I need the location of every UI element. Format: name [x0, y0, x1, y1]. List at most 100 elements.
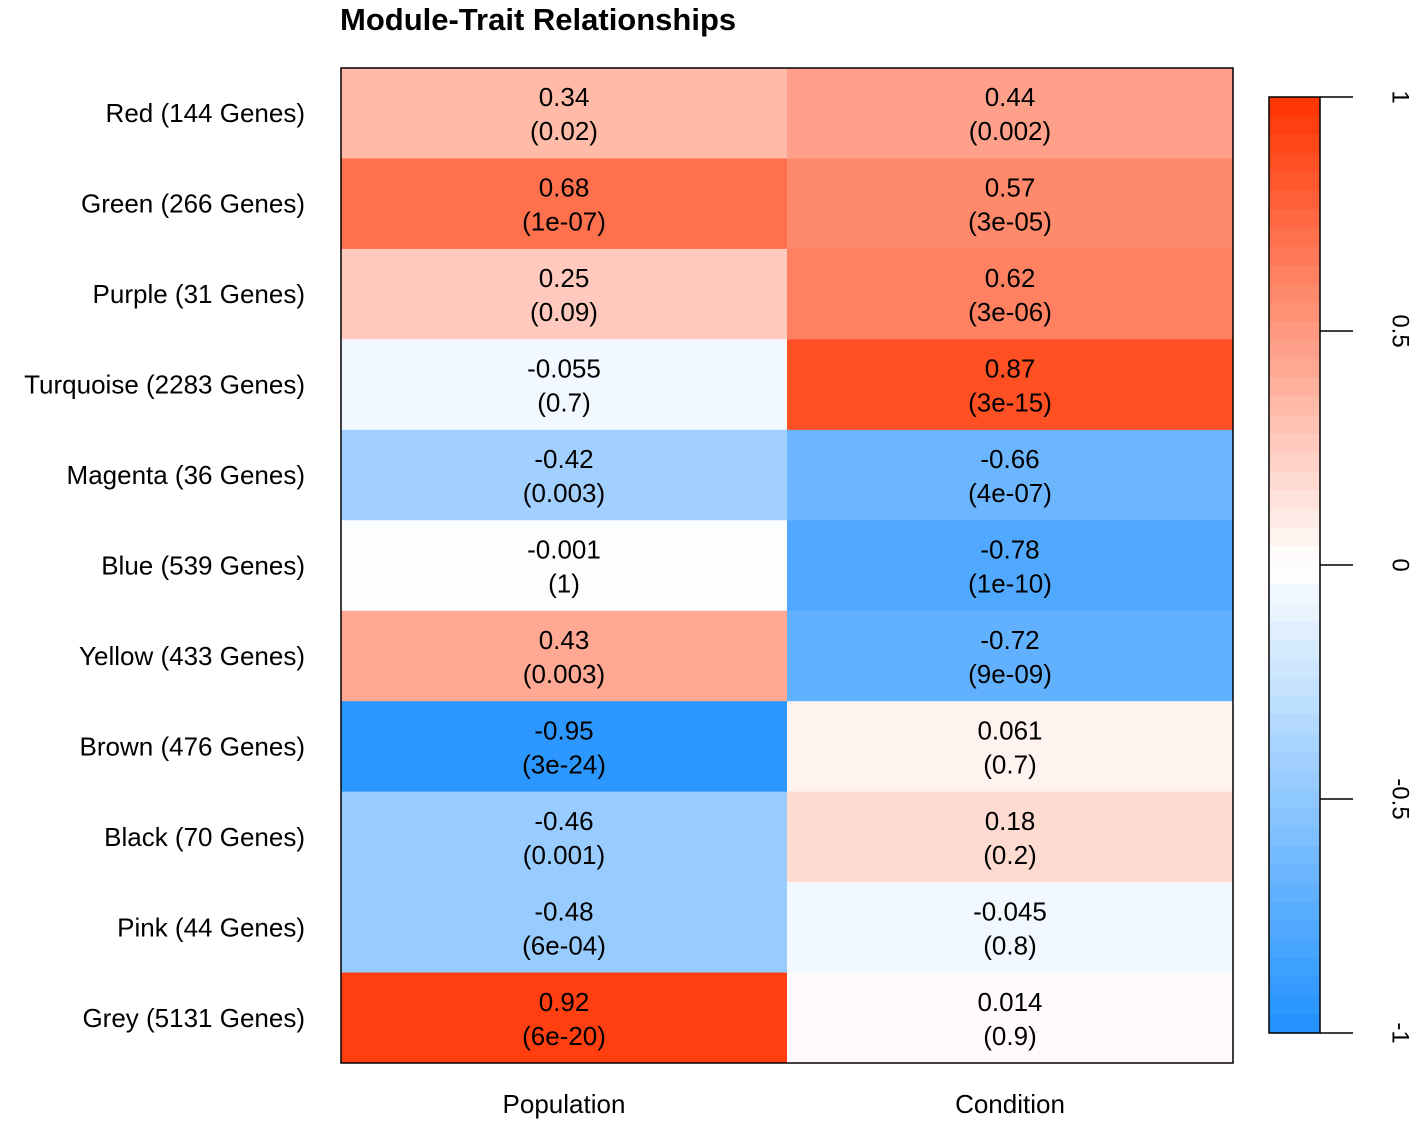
- colorbar-bin: [1269, 265, 1320, 285]
- row-label: Magenta (36 Genes): [67, 460, 305, 490]
- heatmap-cell: [787, 429, 1234, 521]
- colorbar-bin: [1269, 396, 1320, 416]
- heatmap-cell: [787, 791, 1234, 883]
- colorbar-bin: [1269, 602, 1320, 622]
- cell-correlation-label: 0.43: [539, 625, 590, 655]
- colorbar-bin: [1269, 901, 1320, 922]
- cell-correlation-label: 0.92: [539, 987, 590, 1017]
- colorbar-bin: [1269, 639, 1320, 660]
- cell-correlation-label: 0.25: [539, 263, 590, 293]
- heatmap-cell: [787, 520, 1234, 612]
- colorbar-bin: [1269, 415, 1320, 435]
- cell-correlation-label: -0.66: [980, 444, 1039, 474]
- cell-pvalue-label: (6e-20): [522, 1021, 606, 1051]
- colorbar-bin: [1269, 696, 1320, 716]
- heatmap-cell: [787, 972, 1234, 1064]
- cell-correlation-label: 0.34: [539, 82, 590, 112]
- cell-correlation-label: 0.44: [985, 82, 1036, 112]
- colorbar-bin: [1269, 939, 1320, 959]
- cell-pvalue-label: (6e-04): [522, 930, 606, 960]
- colorbar-bin: [1269, 321, 1320, 341]
- column-label: Condition: [955, 1089, 1065, 1119]
- cell-correlation-label: -0.46: [534, 806, 593, 836]
- heatmap-cell: [787, 339, 1234, 431]
- colorbar-bin: [1269, 115, 1320, 136]
- cell-pvalue-label: (0.003): [523, 659, 605, 689]
- cell-correlation-label: 0.061: [977, 715, 1042, 745]
- colorbar-bin: [1269, 621, 1320, 641]
- cell-pvalue-label: (3e-05): [968, 207, 1052, 237]
- cell-pvalue-label: (1e-07): [522, 207, 606, 237]
- colorbar-bin: [1269, 433, 1320, 454]
- colorbar-bin: [1269, 246, 1320, 267]
- colorbar-bin: [1269, 359, 1320, 379]
- row-label: Red (144 Genes): [106, 98, 305, 128]
- cell-pvalue-label: (3e-06): [968, 297, 1052, 327]
- heatmap-cell: [341, 158, 788, 250]
- cell-pvalue-label: (0.002): [969, 116, 1051, 146]
- cell-pvalue-label: (0.7): [983, 749, 1036, 779]
- heatmap-cell: [787, 68, 1234, 159]
- cell-correlation-label: 0.18: [985, 806, 1036, 836]
- cell-correlation-label: -0.055: [527, 354, 601, 384]
- colorbar-bin: [1269, 490, 1320, 510]
- cell-correlation-label: -0.78: [980, 535, 1039, 565]
- colorbar-bin: [1269, 171, 1320, 192]
- colorbar-bin: [1269, 471, 1320, 491]
- colorbar-bin: [1269, 377, 1320, 398]
- cell-correlation-label: -0.045: [973, 896, 1047, 926]
- cell-pvalue-label: (0.003): [523, 478, 605, 508]
- heatmap-cell: [787, 610, 1234, 702]
- colorbar-bin: [1269, 789, 1320, 809]
- colorbar-bin: [1269, 976, 1320, 997]
- cell-correlation-label: -0.42: [534, 444, 593, 474]
- colorbar-bin: [1269, 583, 1320, 604]
- row-label: Purple (31 Genes): [93, 279, 305, 309]
- cell-pvalue-label: (4e-07): [968, 478, 1052, 508]
- colorbar-bin: [1269, 883, 1320, 903]
- colorbar-bin: [1269, 845, 1320, 866]
- colorbar-tick-label: -1: [1387, 1022, 1414, 1043]
- row-label: Yellow (433 Genes): [79, 641, 305, 671]
- colorbar-bin: [1269, 827, 1320, 847]
- colorbar-bin: [1269, 714, 1320, 735]
- colorbar-tick-label: 1: [1387, 90, 1414, 103]
- heatmap-cell: [787, 882, 1234, 974]
- cell-pvalue-label: (3e-15): [968, 388, 1052, 418]
- column-label: Population: [503, 1089, 626, 1119]
- cell-pvalue-label: (3e-24): [522, 749, 606, 779]
- cell-correlation-label: 0.57: [985, 173, 1036, 203]
- heatmap-cell: [341, 68, 788, 159]
- colorbar-bin: [1269, 733, 1320, 753]
- heatmap-cell: [341, 610, 788, 702]
- row-label: Grey (5131 Genes): [82, 1003, 305, 1033]
- colorbar-bin: [1269, 527, 1320, 547]
- heatmap-cell: [341, 701, 788, 793]
- heatmap-cell: [787, 248, 1234, 340]
- cell-correlation-label: 0.87: [985, 354, 1036, 384]
- colorbar-bin: [1269, 97, 1320, 117]
- colorbar-bin: [1269, 546, 1320, 566]
- colorbar-bin: [1269, 920, 1320, 940]
- heatmap-cell: [787, 158, 1234, 250]
- row-label: Green (266 Genes): [81, 189, 305, 219]
- colorbar-bin: [1269, 958, 1320, 978]
- cell-pvalue-label: (1): [548, 569, 580, 599]
- heatmap-cell: [341, 248, 788, 340]
- colorbar-bin: [1269, 209, 1320, 229]
- colorbar-bin: [1269, 565, 1320, 585]
- row-label: Pink (44 Genes): [117, 912, 305, 942]
- colorbar-bin: [1269, 153, 1320, 173]
- heatmap-cell: [341, 339, 788, 431]
- colorbar-bin: [1269, 995, 1320, 1015]
- row-label: Blue (539 Genes): [101, 551, 305, 581]
- cell-correlation-label: -0.95: [534, 715, 593, 745]
- colorbar-bin: [1269, 190, 1320, 210]
- cell-pvalue-label: (0.09): [530, 297, 598, 327]
- cell-correlation-label: 0.62: [985, 263, 1036, 293]
- colorbar-bin: [1269, 284, 1320, 304]
- row-label: Black (70 Genes): [104, 822, 305, 852]
- cell-pvalue-label: (0.9): [983, 1021, 1036, 1051]
- heatmap-cell: [341, 972, 788, 1064]
